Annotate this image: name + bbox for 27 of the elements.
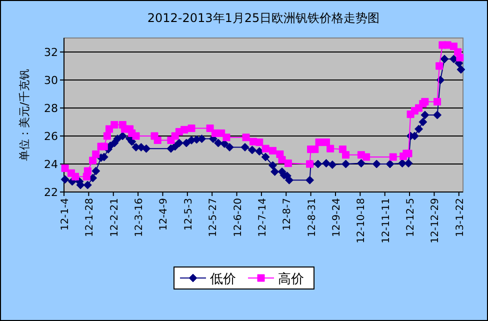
x-tick-label: 12-2-21 [109, 198, 120, 238]
x-tick-label: 12-8-31 [306, 198, 318, 238]
x-tick-label: 12-5-3 [183, 198, 194, 231]
x-tick-label: 12-4-9 [158, 198, 170, 231]
x-tick-label: 12-7-14 [257, 198, 268, 238]
y-axis-title: 单位：美元/千克钒 [18, 69, 31, 161]
x-tick-label: 12-10-18 [356, 198, 368, 244]
x-tick-label: 12-6-20 [232, 198, 244, 238]
y-tick-label: 30 [44, 74, 58, 87]
x-tick-label: 12-12-5 [406, 198, 417, 238]
y-tick-label: 22 [44, 186, 58, 199]
x-tick-label: 12-12-29 [430, 198, 442, 244]
x-tick-label: 12-3-16 [134, 198, 146, 238]
chart-title: 2012-2013年1月25日欧洲钒铁价格走势图 [147, 11, 380, 25]
x-tick-label: 12-11-11 [380, 198, 392, 244]
y-tick-label: 24 [44, 158, 58, 171]
x-tick-label: 12-9-24 [331, 198, 342, 238]
y-tick-label: 26 [44, 130, 58, 143]
x-tick-label: 12-1-4 [60, 198, 71, 231]
legend-label: 高价 [278, 271, 304, 287]
legend-label: 低价 [210, 272, 236, 287]
x-tick-label: 12-8-7 [282, 198, 294, 231]
y-tick-label: 32 [44, 46, 58, 59]
x-tick-label: 12-1-28 [84, 198, 96, 238]
x-tick-label: 12-5-27 [208, 198, 220, 238]
x-tick-label: 13-1-22 [454, 198, 466, 238]
y-tick-label: 28 [44, 102, 58, 115]
